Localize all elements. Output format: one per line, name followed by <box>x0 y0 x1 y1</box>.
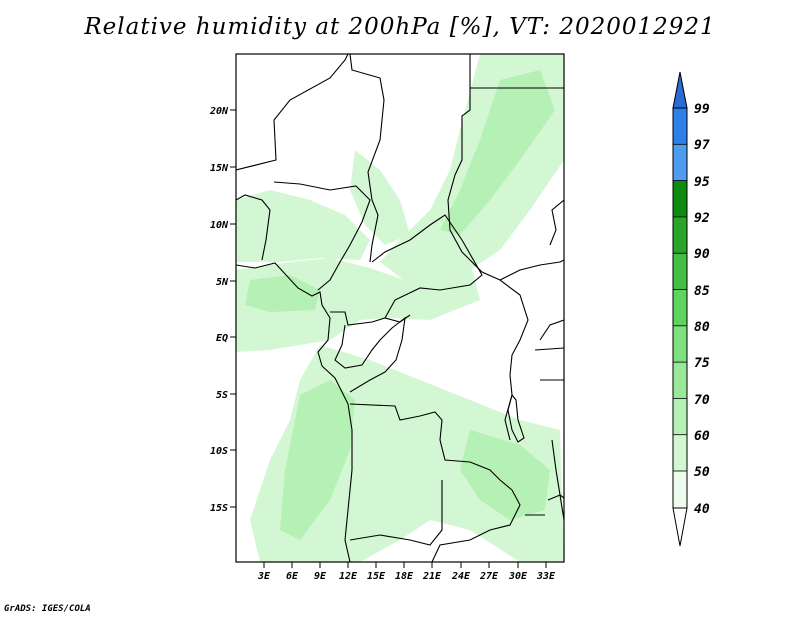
humidity-band-chad <box>350 150 410 245</box>
lat-label: 5S <box>216 390 228 401</box>
lat-label: EQ <box>216 333 228 344</box>
lon-label: 21E <box>422 571 442 582</box>
colorbar-top-triangle <box>672 71 688 109</box>
colorbar-label: 50 <box>694 465 710 480</box>
colorbar-segment <box>673 471 687 508</box>
coastline-west-africa <box>236 262 353 562</box>
boundary-drc-south <box>349 403 513 491</box>
boundary-south-sudan <box>499 259 564 281</box>
humidity-core-south-east <box>460 430 550 520</box>
lat-label: 10N <box>210 220 229 231</box>
colorbar-label: 70 <box>694 393 710 408</box>
colorbar-label: 85 <box>694 284 710 299</box>
boundary-sahara-north <box>236 54 349 171</box>
lake-malawi <box>551 439 564 499</box>
latitude-axis <box>230 109 236 508</box>
lon-label: 33E <box>536 571 556 582</box>
lon-label: 12E <box>339 571 358 582</box>
map-frame <box>235 53 565 563</box>
colorbar-label: 90 <box>694 247 710 262</box>
colorbar-segment <box>673 325 687 363</box>
lat-label: 15S <box>210 503 228 514</box>
colorbar-segment <box>673 398 687 435</box>
colorbar-label: 60 <box>694 429 710 444</box>
colorbar-frame <box>672 107 688 509</box>
humidity-band-west <box>236 190 370 262</box>
lon-label: 18E <box>395 571 414 582</box>
lat-label: 15N <box>210 163 229 174</box>
boundary-ethiopia <box>549 199 564 246</box>
humidity-core-south <box>280 380 355 540</box>
humidity-core-west <box>245 275 320 312</box>
colorbar-label: 99 <box>694 102 710 117</box>
boundary-nigeria-cameroon <box>273 181 371 291</box>
colorbar-bottom-triangle <box>672 507 688 547</box>
grads-credit: GrADS: IGES/COLA <box>4 604 91 614</box>
boundary-car <box>371 214 483 319</box>
lon-label: 15E <box>367 571 386 582</box>
boundary-libya-sudan <box>447 54 501 281</box>
lon-label: 6E <box>286 571 299 582</box>
colorbar-label: 80 <box>694 320 710 335</box>
longitude-labels: 3E 6E 9E 12E 15E 18E 21E 24E 27E 30E 33E <box>257 571 556 582</box>
lon-label: 9E <box>314 571 327 582</box>
lon-label: 27E <box>479 571 499 582</box>
boundary-lake-region <box>534 319 564 381</box>
boundary-west-sahel <box>236 194 271 261</box>
lon-label: 30E <box>508 571 528 582</box>
latitude-labels: 20N 15N 10N 5N EQ 5S 10S 15S <box>209 106 229 514</box>
country-boundaries <box>236 54 564 562</box>
boundary-east-africa <box>499 279 529 441</box>
colorbar-segment <box>673 434 687 471</box>
colorbar-label: 40 <box>694 502 710 517</box>
colorbar-segment <box>673 108 687 145</box>
lon-label: 3E <box>257 571 271 582</box>
colorbar-segment <box>673 216 687 254</box>
boundary-angola-zambia <box>349 480 443 546</box>
lat-label: 5N <box>216 277 229 288</box>
boundary-niger-chad <box>349 54 385 263</box>
colorbar-segment <box>673 362 687 399</box>
colorbar: 99 97 95 92 90 85 80 75 70 60 50 40 <box>672 71 710 547</box>
humidity-core-northeast <box>440 70 555 235</box>
colorbar-segment <box>673 253 687 290</box>
humidity-field <box>236 54 564 562</box>
lake-tanganyika <box>507 393 525 443</box>
colorbar-segment <box>673 289 687 326</box>
colorbar-segment <box>673 180 687 217</box>
lat-label: 20N <box>209 106 229 117</box>
colorbar-label: 92 <box>694 211 710 226</box>
longitude-axis <box>263 562 547 568</box>
boundary-congo <box>334 316 406 393</box>
colorbar-label: 97 <box>694 138 710 153</box>
colorbar-segment <box>673 144 687 181</box>
lat-label: 10S <box>210 446 228 457</box>
colorbar-label: 75 <box>694 356 710 371</box>
boundary-zambia-east <box>431 489 521 562</box>
chart-title: Relative humidity at 200hPa [%], VT: 202… <box>84 14 716 40</box>
lon-label: 24E <box>451 571 471 582</box>
colorbar-label: 95 <box>694 175 710 190</box>
